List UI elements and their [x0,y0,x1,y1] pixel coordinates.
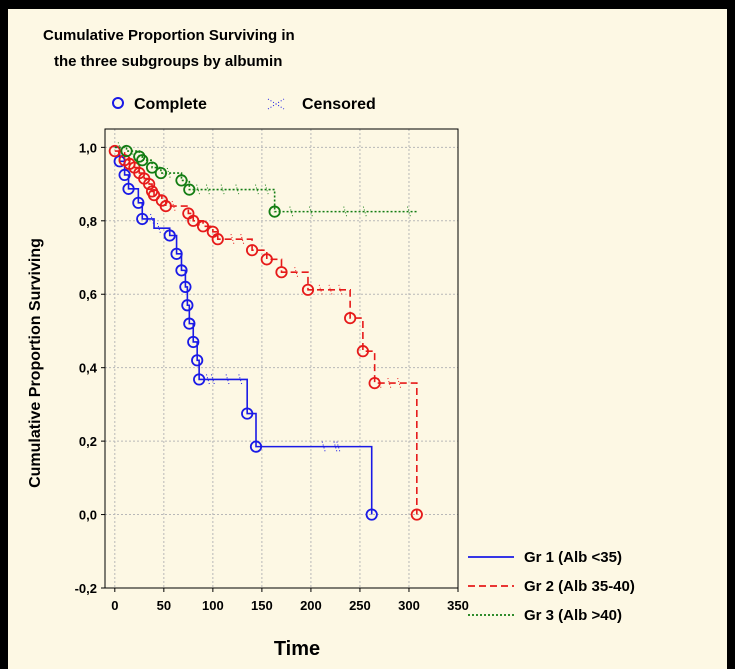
legend-complete-label: Complete [134,96,207,113]
event-point [187,214,200,227]
event-point [136,212,149,226]
event-point [163,229,176,242]
event-point [179,280,192,293]
event-point [170,247,183,260]
tick-labels: 0 50 100 150 200 250 300 350 -0,2 0,0 0,2 0,4 0,6 0,8… [75,140,469,613]
x-tick-label: 250 [349,598,371,613]
chart-frame [8,9,727,669]
series-line [114,146,417,213]
y-tick-label: 0,0 [79,508,97,523]
series-3 [114,142,417,218]
x-tick-label: 200 [300,598,322,613]
event-point [132,196,145,209]
event-point [175,264,188,277]
y-axis-title: Cumulative Proportion Surviving [27,238,44,488]
event-point [260,253,273,266]
censored-marker-icon [267,98,285,110]
event-point [118,168,131,181]
grid [101,129,459,592]
x-tick-label: 50 [157,598,171,613]
event-point [122,182,135,195]
y-tick-label: 0,6 [79,287,97,302]
complete-marker-icon [112,97,124,109]
event-point [245,244,259,257]
event-point [211,233,224,246]
x-tick-label: 300 [398,598,420,613]
series-1 [113,146,378,521]
event-point [193,373,206,386]
event-point [154,166,167,180]
x-tick-label: 150 [251,598,273,613]
x-tick-label: 100 [202,598,224,613]
event-point [183,183,196,196]
event-point [344,312,357,325]
event-point [368,377,381,390]
chart-title-line-1: Cumulative Proportion Surviving in [43,27,295,44]
legend-censored-label: Censored [302,96,376,113]
x-axis-title: Time [274,638,320,660]
plot-border [104,128,459,589]
event-point [301,283,315,296]
legend-label: Gr 2 (Alb 35-40) [524,578,635,595]
event-point [365,508,378,521]
event-point [181,299,194,312]
x-tick-label: 350 [447,598,469,613]
y-tick-label: 0,2 [79,434,97,449]
series-layer [108,142,423,521]
event-point [108,144,121,158]
event-point [183,317,196,330]
event-point [191,354,204,367]
event-point [196,220,210,233]
y-tick-label: 0,8 [79,214,97,229]
event-point [275,266,288,279]
event-point [145,161,159,174]
series-line [114,150,418,515]
event-point [187,335,200,349]
event-point [268,205,281,218]
y-tick-label: 1,0 [79,140,97,155]
event-point [143,177,156,191]
series-legend: Gr 1 (Alb <35) Gr 2 (Alb 35-40) Gr 3 (Alb … [468,549,635,624]
event-point [249,440,263,453]
legend-label: Gr 3 (Alb >40) [524,607,622,624]
event-point [147,188,161,202]
x-tick-label: 0 [111,598,118,613]
y-tick-label: -0,2 [75,581,97,596]
event-point [410,508,423,521]
series-2 [108,144,423,521]
event-point [159,200,172,213]
legend-label: Gr 1 (Alb <35) [524,549,622,566]
event-point [241,407,254,420]
y-tick-label: 0,4 [79,361,98,376]
event-point [175,174,188,187]
event-point [120,144,133,158]
event-point [356,345,369,358]
event-point [136,154,149,167]
series-line [114,146,373,515]
chart-title-line-2: the three subgroups by albumin [54,53,283,70]
